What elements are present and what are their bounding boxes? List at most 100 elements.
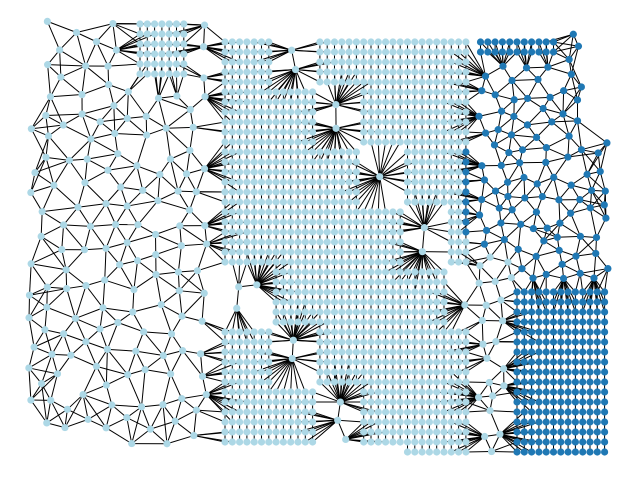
node	[538, 192, 546, 201]
node	[513, 388, 521, 396]
node	[367, 418, 375, 426]
node	[447, 138, 455, 146]
node	[418, 318, 426, 326]
node	[345, 208, 353, 216]
edge	[400, 241, 423, 253]
edge	[421, 251, 438, 273]
node	[382, 378, 390, 386]
edge	[176, 73, 185, 97]
node	[141, 366, 149, 374]
node	[146, 425, 154, 433]
node	[455, 118, 463, 126]
node	[573, 96, 582, 104]
node	[330, 158, 339, 166]
node	[374, 278, 382, 286]
edge	[158, 97, 191, 111]
edge	[30, 128, 47, 158]
edge	[105, 186, 122, 204]
node	[301, 148, 309, 156]
edge	[116, 33, 141, 51]
node	[338, 248, 346, 256]
node	[433, 158, 441, 166]
node	[330, 298, 339, 306]
edge	[76, 32, 97, 43]
node	[425, 388, 433, 396]
edge	[547, 58, 570, 68]
node	[250, 388, 258, 396]
node	[549, 338, 558, 346]
node	[389, 108, 397, 116]
node	[411, 408, 419, 416]
edge	[182, 350, 203, 377]
node	[462, 328, 470, 336]
node	[309, 298, 317, 306]
node	[557, 378, 565, 386]
node	[279, 128, 287, 136]
node	[228, 238, 236, 246]
edge	[90, 138, 118, 155]
node	[517, 220, 525, 228]
edge	[379, 176, 408, 193]
node	[396, 208, 404, 216]
node	[294, 228, 302, 236]
node	[557, 308, 565, 316]
edge	[64, 418, 89, 429]
node	[330, 48, 339, 56]
edge	[485, 304, 504, 322]
edge	[157, 174, 161, 201]
node	[382, 418, 390, 426]
node	[294, 218, 302, 226]
edge	[127, 73, 148, 93]
edge	[421, 201, 425, 228]
edge	[65, 269, 87, 287]
node	[352, 248, 360, 256]
node	[513, 448, 521, 456]
node	[520, 428, 528, 436]
edge	[348, 176, 381, 203]
node	[59, 121, 67, 129]
node	[532, 208, 541, 216]
node	[564, 388, 572, 396]
edge	[137, 260, 157, 276]
node	[478, 316, 486, 325]
node	[272, 268, 280, 276]
node	[352, 148, 360, 156]
node	[425, 108, 433, 116]
edge	[268, 339, 294, 343]
node	[323, 318, 331, 326]
node	[294, 268, 302, 276]
node	[316, 198, 324, 206]
edge	[256, 284, 277, 303]
node	[101, 276, 109, 284]
edge	[400, 227, 425, 233]
node	[549, 298, 558, 306]
node	[374, 128, 382, 136]
node	[323, 218, 331, 226]
node	[481, 72, 490, 80]
edge	[593, 277, 606, 313]
node	[601, 408, 609, 416]
node	[221, 348, 229, 356]
node	[549, 428, 558, 436]
node	[228, 58, 236, 66]
node	[265, 218, 273, 226]
node	[257, 258, 266, 266]
node	[520, 173, 528, 182]
edge	[305, 419, 338, 443]
node	[279, 438, 287, 446]
node	[498, 48, 506, 56]
node	[382, 278, 390, 286]
edge	[533, 228, 558, 238]
node	[272, 148, 280, 156]
node	[48, 350, 56, 358]
node	[117, 183, 125, 191]
node	[447, 238, 455, 246]
node	[542, 388, 550, 396]
edge	[63, 124, 92, 140]
node	[494, 126, 502, 134]
node	[518, 146, 527, 154]
node	[236, 388, 244, 396]
node	[557, 298, 565, 306]
edge	[546, 135, 570, 149]
edge	[291, 358, 299, 393]
